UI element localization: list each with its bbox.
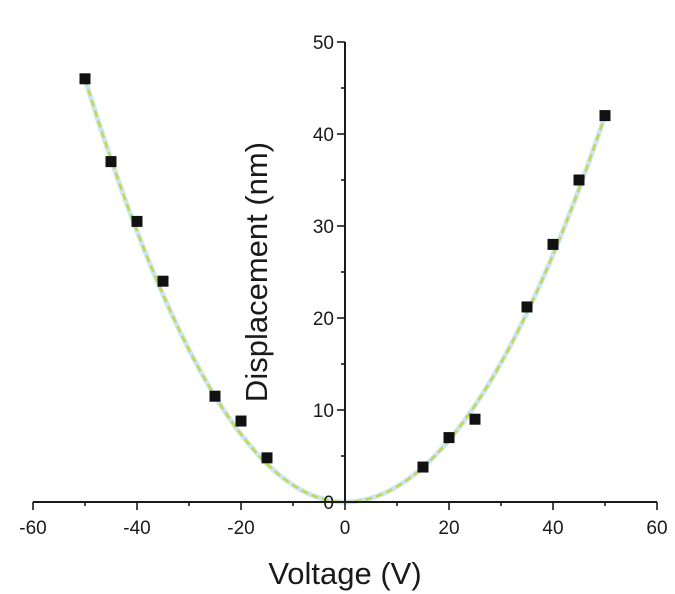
data-point xyxy=(547,238,559,250)
data-point xyxy=(599,110,611,122)
y-tick-label: 0 xyxy=(323,493,334,514)
y-tick-label: 50 xyxy=(313,33,334,54)
data-point xyxy=(573,174,585,186)
x-tick-label: 60 xyxy=(646,518,667,539)
data-point xyxy=(469,413,481,425)
data-point xyxy=(79,73,91,85)
data-point xyxy=(131,215,143,227)
data-point xyxy=(235,415,247,427)
tick-labels-layer: -60 -40 -20 0 20 40 60 0 10 20 30 40 50 xyxy=(19,33,667,539)
data-point xyxy=(443,432,455,444)
data-point xyxy=(261,452,273,464)
y-tick-label: 40 xyxy=(313,125,334,146)
x-tick-label: -20 xyxy=(227,518,254,539)
data-point xyxy=(157,275,169,287)
y-tick-label: 10 xyxy=(313,401,334,422)
axes-layer xyxy=(32,41,658,510)
data-point xyxy=(417,461,429,473)
data-point xyxy=(521,301,533,313)
data-points-layer xyxy=(79,73,611,473)
x-tick-label: -40 xyxy=(123,518,150,539)
x-tick-label: 0 xyxy=(340,518,351,539)
x-axis-title: Voltage (V) xyxy=(268,556,421,591)
x-tick-label: 20 xyxy=(438,518,459,539)
y-axis-title: Displacement (nm) xyxy=(239,142,274,402)
data-point xyxy=(105,156,117,168)
x-tick-label: -60 xyxy=(19,518,46,539)
y-tick-label: 30 xyxy=(313,217,334,238)
data-point xyxy=(209,390,221,402)
x-tick-label: 40 xyxy=(542,518,563,539)
y-tick-label: 20 xyxy=(313,309,334,330)
